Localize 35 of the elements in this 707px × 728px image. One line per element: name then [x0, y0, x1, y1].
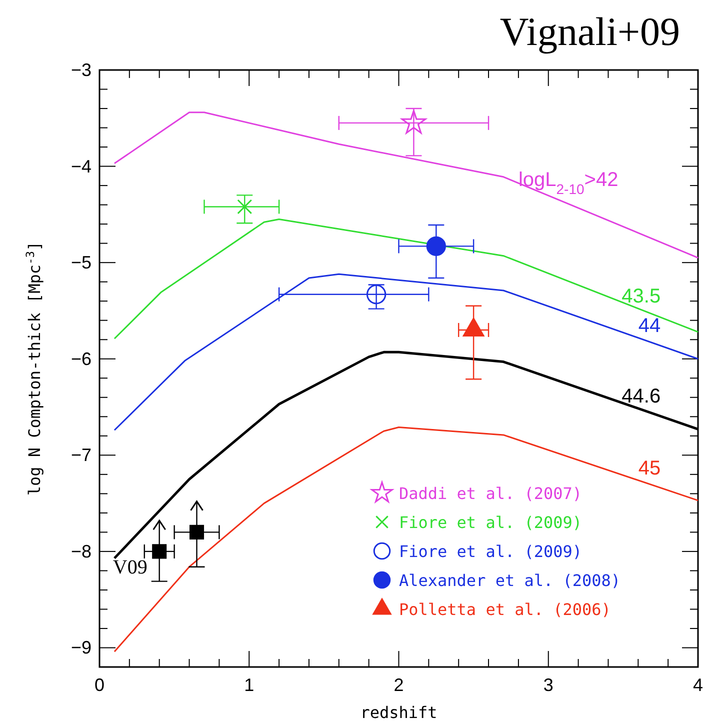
y-tick-label: −7 [70, 445, 92, 466]
chart-title: Vignali+09 [500, 9, 680, 54]
x-axis-title: redshift [360, 703, 438, 722]
legend-label: Fiore et al. (2009) [399, 513, 582, 532]
series-label: logL$_{2-10}$>42 [518, 168, 618, 197]
point [189, 524, 204, 540]
x-tick-label: 1 [244, 675, 254, 695]
legend-label: Alexander et al. (2008) [399, 571, 621, 590]
series-label: 45 [638, 457, 661, 480]
y-tick-label: −4 [70, 156, 92, 176]
y-tick-label: −6 [70, 348, 92, 369]
point [366, 284, 386, 304]
point [152, 544, 167, 559]
point [237, 199, 252, 214]
legend-label: Daddi et al. (2007) [399, 484, 582, 503]
line-series [114, 426, 699, 652]
series-label: 44 [638, 314, 661, 337]
x-tick-label: 0 [94, 675, 105, 695]
series-label: 44.6 [622, 385, 661, 408]
y-tick-label: −3 [70, 60, 92, 80]
series-label: 43.5 [622, 286, 661, 308]
point [401, 110, 426, 134]
legend-label: Fiore et al. (2009) [399, 542, 582, 561]
y-tick-label: −5 [70, 252, 92, 273]
x-tick-label: 2 [394, 675, 404, 695]
line-series [114, 273, 699, 431]
line-series [114, 218, 699, 340]
x-tick-label: 3 [543, 675, 554, 695]
x-tick-label: 4 [692, 675, 704, 695]
line-series [114, 112, 699, 259]
y-tick-label: −8 [70, 541, 92, 562]
legend-label: Polletta et al. (2006) [399, 600, 611, 619]
series-label: V09 [112, 556, 148, 578]
y-tick-label: −9 [70, 638, 92, 658]
point [426, 236, 446, 256]
